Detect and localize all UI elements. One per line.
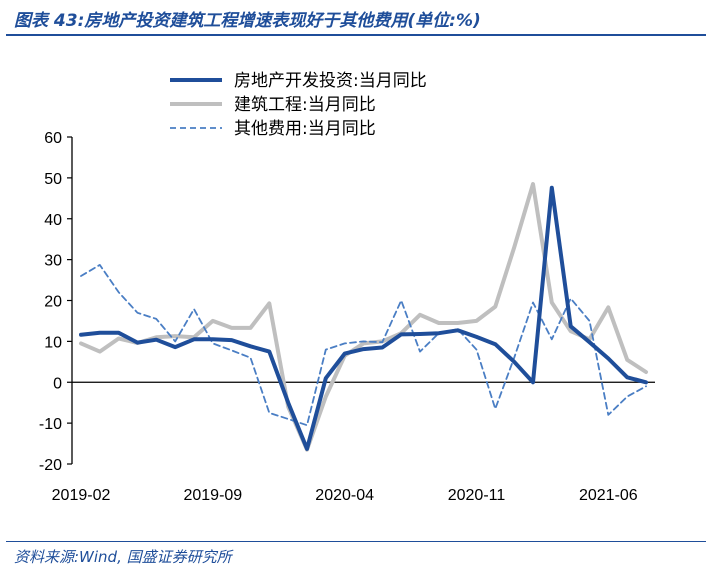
figure-title: 图表 43:房地产投资建筑工程增速表现好于其他费用(单位:%) <box>14 11 481 31</box>
series-line-2 <box>79 182 648 452</box>
y-tick-label: 10 <box>44 334 62 351</box>
y-tick-label: -20 <box>39 457 62 474</box>
title-rule <box>6 34 706 36</box>
legend-label-1: 房地产开发投资:当月同比 <box>234 71 427 91</box>
x-tick-label: 2020-04 <box>315 487 374 504</box>
legend-label-2: 建筑工程:当月同比 <box>234 95 376 115</box>
y-tick-label: -10 <box>39 416 62 433</box>
y-tick-label: 20 <box>44 294 62 311</box>
y-tick-label: 50 <box>44 171 62 188</box>
legend-label-3: 其他费用:当月同比 <box>234 119 376 139</box>
series-line-1 <box>79 185 648 451</box>
line-chart: -20 -10 0 10 20 30 40 50 60 2019-02 2019-09 2020-04… <box>39 71 655 504</box>
y-tick-label: 60 <box>44 130 62 147</box>
y-tick-label: 0 <box>53 375 62 392</box>
x-tick-label: 2021-06 <box>579 487 638 504</box>
y-tick-label: 40 <box>44 212 62 229</box>
x-tick-label: 2019-02 <box>52 487 111 504</box>
y-tick-label: 30 <box>44 253 62 270</box>
footer-rule <box>6 541 706 542</box>
source-note: 资料来源:Wind, 国盛证券研究所 <box>14 548 232 566</box>
series-line-3 <box>80 263 647 427</box>
x-tick-label: 2020-11 <box>448 487 506 504</box>
x-tick-label: 2019-09 <box>183 487 242 504</box>
